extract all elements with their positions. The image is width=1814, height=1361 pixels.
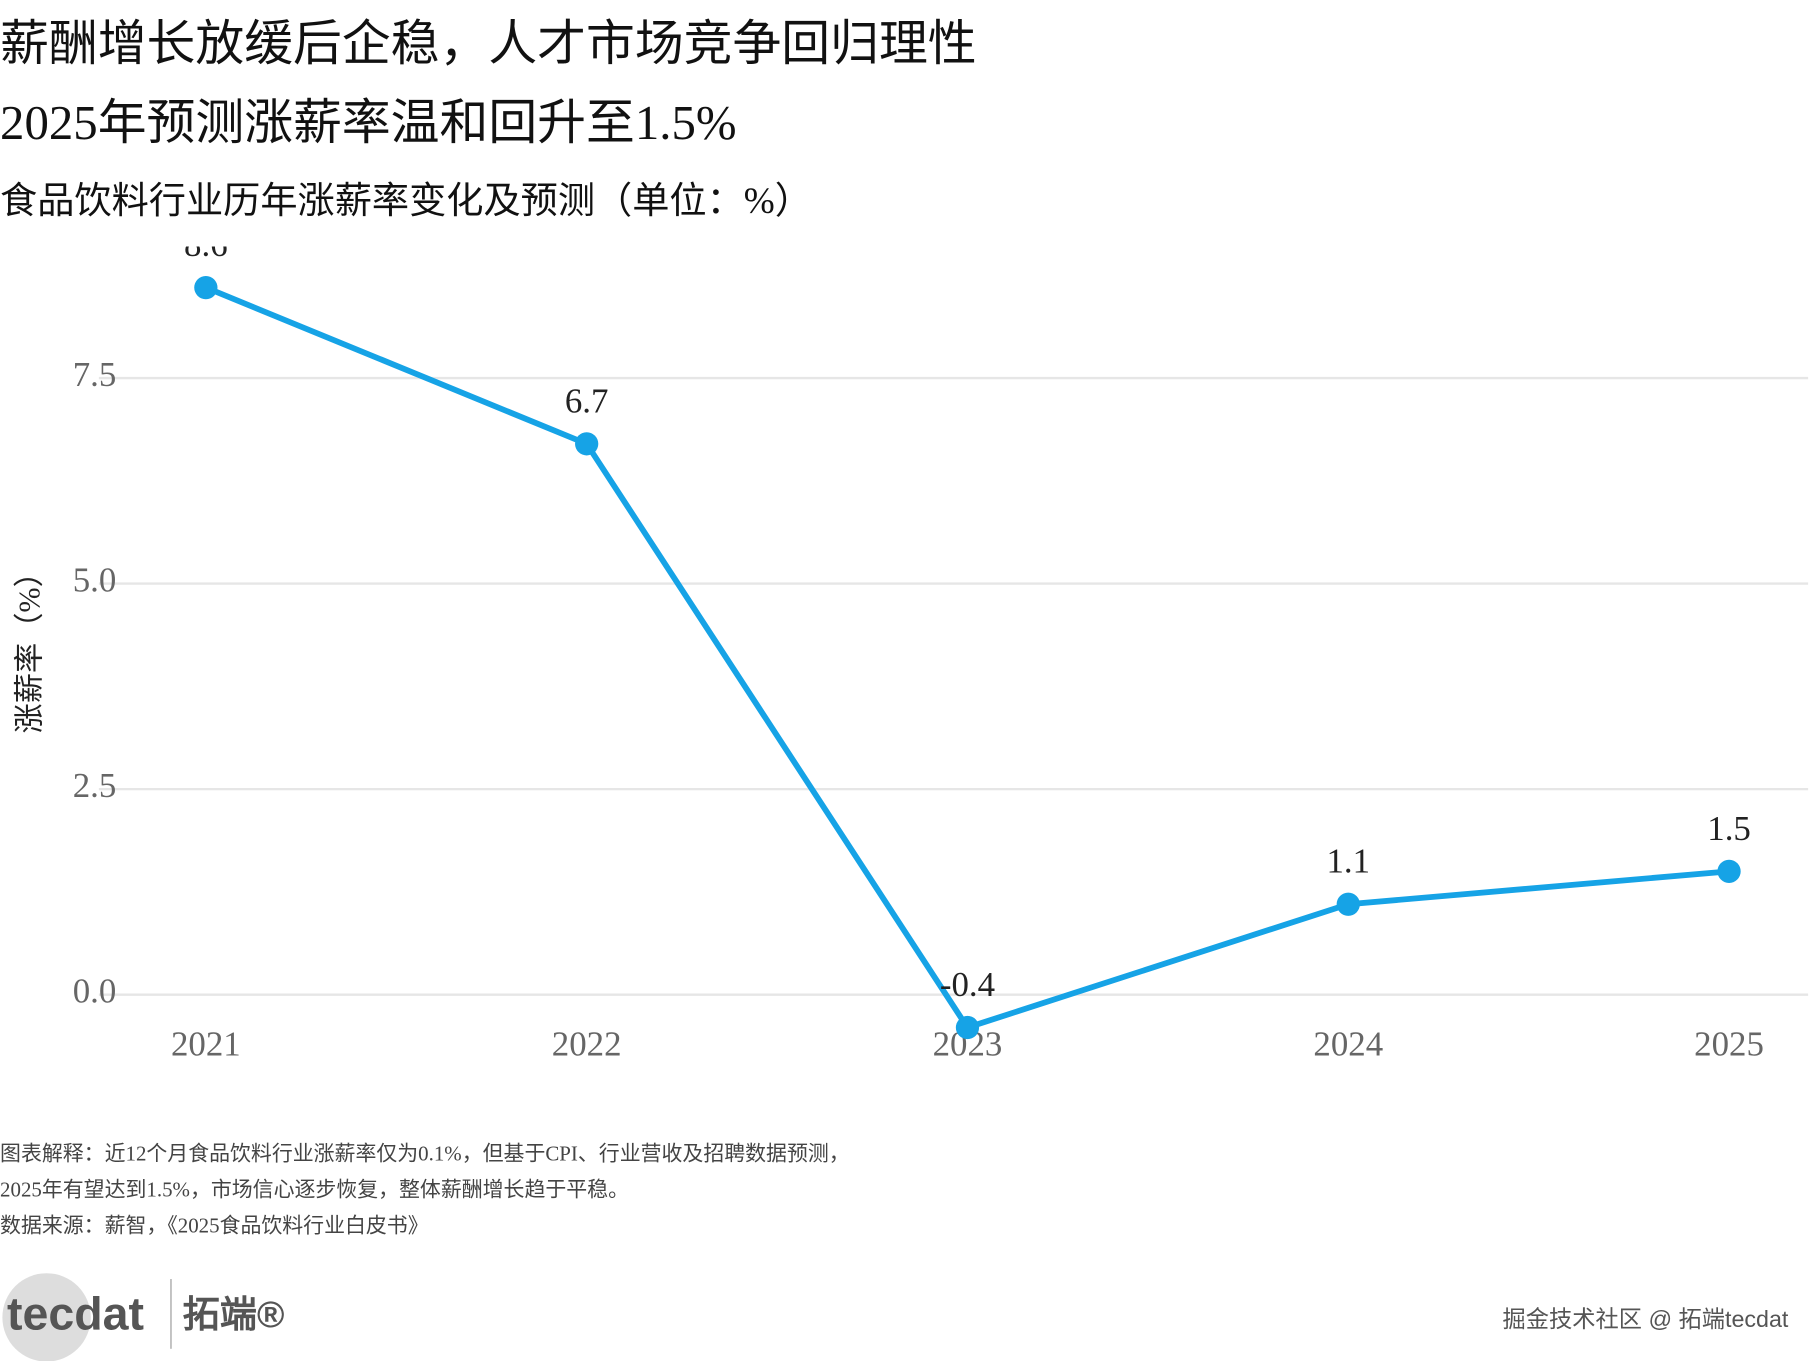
logo-circle — [2, 1273, 91, 1361]
point — [575, 432, 599, 456]
chart-subtitle: 食品饮料行业历年涨薪率变化及预测（单位：%） — [0, 180, 812, 222]
x-tick-label: 2024 — [1313, 1025, 1383, 1064]
chart-title: 薪酬增长放缓后企稳，人才市场竞争回归理性 — [0, 16, 977, 71]
x-tick-label: 2025 — [1694, 1025, 1764, 1064]
point — [194, 275, 218, 300]
y-tick-label: 2.5 — [73, 766, 117, 805]
watermark: 掘金技术社区 @ 拓端tecdat — [1503, 1306, 1789, 1332]
data-label: 8.6 — [184, 225, 228, 264]
logo: tecdat — [7, 1288, 144, 1340]
plot-area: 8.6 6.7 -0.4 1.1 1.5 — [184, 225, 1751, 1040]
y-tick-label: 5.0 — [73, 561, 117, 600]
caption: 图表解释：近12个月食品饮料行业涨薪率仅为0.1%，但基于CPI、行业营收及招聘… — [0, 1142, 850, 1166]
data-label: 1.1 — [1326, 842, 1370, 881]
logo-name: 拓端® — [183, 1293, 285, 1335]
x-tick-label: 2021 — [171, 1025, 241, 1064]
data-label: -0.4 — [940, 965, 995, 1004]
y-axis-label: 涨薪率（%） — [13, 557, 47, 733]
caption: 数据来源：薪智，《2025食品饮料行业白皮书》 — [0, 1214, 429, 1238]
point — [955, 1015, 980, 1040]
caption: 2025年有望达到1.5%，市场信心逐步恢复，整体薪酬增长趋于平稳。 — [0, 1178, 629, 1202]
data-label: 1.5 — [1707, 809, 1751, 848]
point — [1336, 892, 1360, 916]
line — [204, 284, 1730, 1031]
chart-title: 2025年预测涨薪率温和回升至1.5% — [0, 95, 736, 150]
point — [1717, 859, 1741, 883]
x-tick-label: 2022 — [552, 1025, 622, 1064]
y-tick-label: 0.0 — [73, 972, 117, 1011]
y-tick-label: 7.5 — [73, 355, 117, 394]
data-label: 6.7 — [565, 381, 609, 420]
